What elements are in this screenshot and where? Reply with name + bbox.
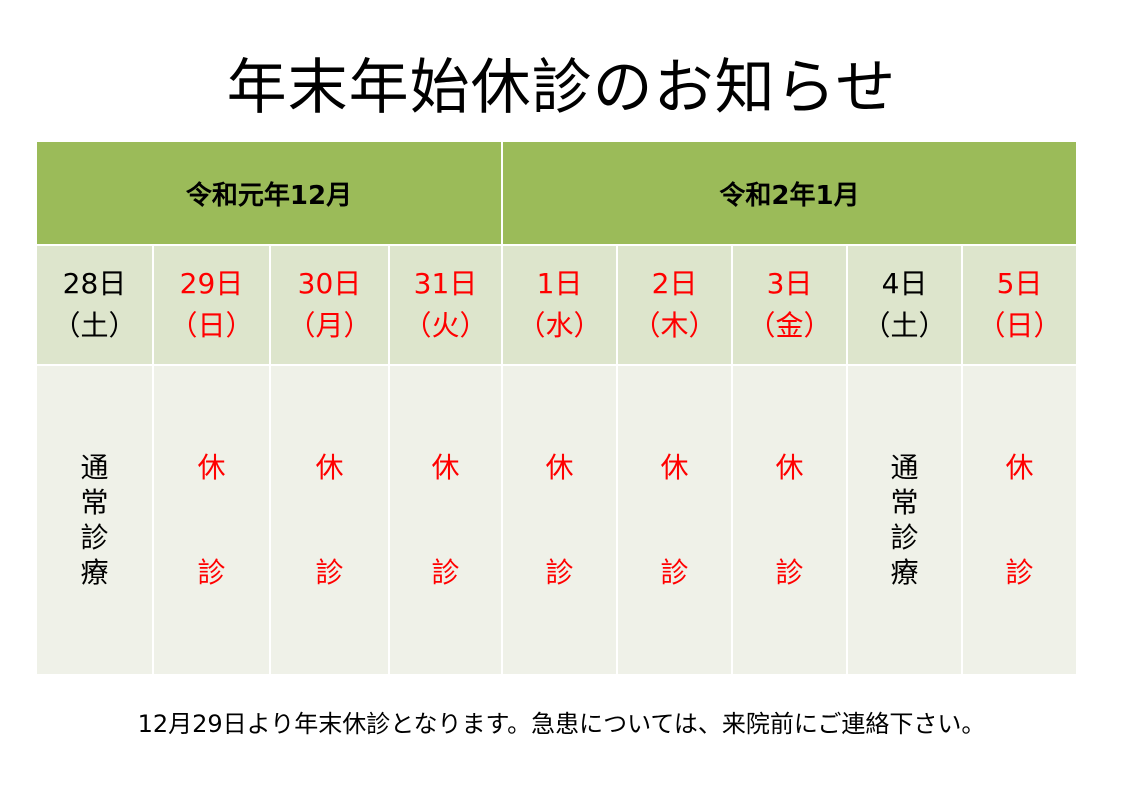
day-date: 4日	[881, 267, 928, 300]
day-weekday: （土）	[52, 309, 137, 342]
day-date: 5日	[996, 267, 1043, 300]
day-header-cell: 29日 （日）	[152, 246, 269, 364]
status-closed: 休診	[431, 451, 460, 589]
status-closed: 休診	[775, 451, 804, 589]
month-header-row: 令和元年12月 令和2年1月	[37, 142, 1076, 244]
schedule-table: 令和元年12月 令和2年1月 28日 （土） 29日 （日） 30日 （月） 31日 （火） 1…	[37, 142, 1076, 674]
page-title: 年末年始休診のお知らせ	[226, 53, 897, 123]
day-weekday: （月）	[287, 309, 372, 342]
month-header-december: 令和元年12月	[37, 142, 501, 244]
status-open: 通常診療	[890, 451, 919, 589]
status-cell: 休診	[388, 366, 501, 674]
status-cell: 休診	[152, 366, 269, 674]
day-weekday: （土）	[862, 309, 947, 342]
day-date: 31日	[413, 267, 478, 300]
status-cell: 休診	[501, 366, 616, 674]
day-weekday: （金）	[747, 309, 832, 342]
status-cell: 休診	[616, 366, 731, 674]
day-date: 29日	[179, 267, 244, 300]
day-weekday: （日）	[977, 309, 1062, 342]
status-row: 通常診療休診休診休診休診休診休診通常診療休診	[37, 366, 1076, 674]
status-cell: 休診	[961, 366, 1076, 674]
day-header-cell: 5日 （日）	[961, 246, 1076, 364]
status-cell: 休診	[731, 366, 846, 674]
status-closed: 休診	[660, 451, 689, 589]
day-weekday: （木）	[632, 309, 717, 342]
day-weekday: （日）	[169, 309, 254, 342]
day-weekday: （火）	[403, 309, 488, 342]
day-date: 30日	[297, 267, 362, 300]
day-header-cell: 2日 （木）	[616, 246, 731, 364]
day-weekday: （水）	[517, 309, 602, 342]
status-closed: 休診	[545, 451, 574, 589]
day-date: 3日	[766, 267, 813, 300]
day-header-cell: 31日 （火）	[388, 246, 501, 364]
day-header-cell: 30日 （月）	[269, 246, 388, 364]
day-header-cell: 4日 （土）	[846, 246, 961, 364]
status-closed: 休診	[315, 451, 344, 589]
day-header-cell: 28日 （土）	[37, 246, 152, 364]
status-cell: 通常診療	[846, 366, 961, 674]
day-header-row: 28日 （土） 29日 （日） 30日 （月） 31日 （火） 1日 （水） 2日 （木） 3日 （金） 4…	[37, 246, 1076, 364]
notice-footer: 12月29日より年末休診となります。急患については、来院前にご連絡下さい。	[137, 710, 986, 738]
day-date: 28日	[62, 267, 127, 300]
status-closed: 休診	[197, 451, 226, 589]
day-date: 2日	[651, 267, 698, 300]
status-closed: 休診	[1005, 451, 1034, 589]
status-cell: 通常診療	[37, 366, 152, 674]
day-header-cell: 1日 （水）	[501, 246, 616, 364]
status-open: 通常診療	[80, 451, 109, 589]
day-date: 1日	[536, 267, 583, 300]
status-cell: 休診	[269, 366, 388, 674]
day-header-cell: 3日 （金）	[731, 246, 846, 364]
month-header-january: 令和2年1月	[501, 142, 1076, 244]
